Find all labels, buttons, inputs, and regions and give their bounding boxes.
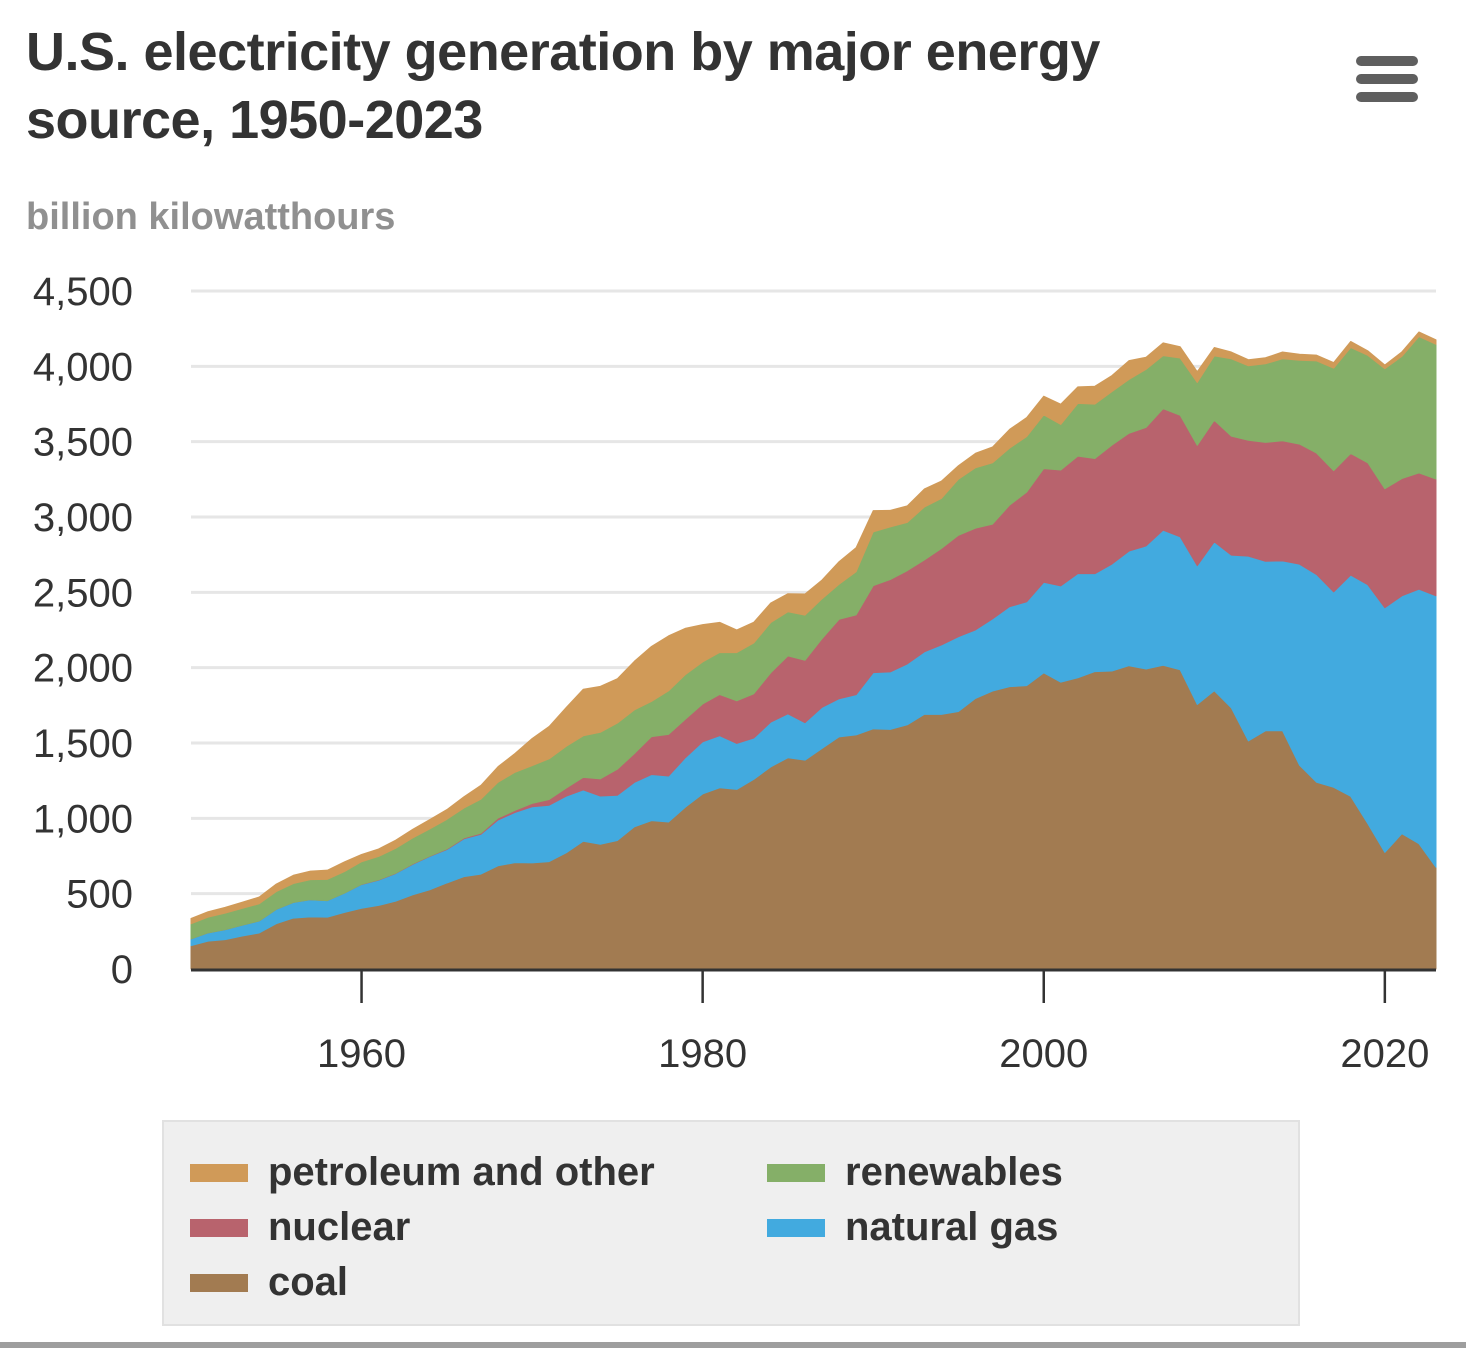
legend-item-coal[interactable]: coal [190,1260,348,1305]
x-tick-label: 2020 [1340,1032,1429,1076]
legend-swatch [190,1163,248,1182]
legend-swatch [767,1163,825,1182]
x-axis: 1960 1980 2000 2020 [191,968,1436,1076]
legend-item-renewables[interactable]: renewables [767,1150,1063,1195]
y-tick-label: 2,500 [33,571,133,615]
legend-swatch [190,1218,248,1237]
legend-label: nuclear [268,1205,411,1249]
y-axis: 0 500 1,000 1,500 2,000 2,500 3,000 3,500 4,000 4… [33,270,133,992]
area-petroleum-and-other [190,331,1437,925]
area-series [190,331,1437,970]
y-tick-label: 1,000 [33,797,133,841]
y-tick-label: 4,000 [33,345,133,389]
y-axis-unit-label: billion kilowatthours [26,196,396,238]
y-tick-label: 3,500 [33,421,133,465]
legend-item-petroleum-and-other[interactable]: petroleum and other [190,1150,655,1195]
chart-context-menu-button[interactable] [1352,52,1422,108]
chart-legend: petroleum and other renewables nuclear n… [162,1120,1300,1326]
legend-label: petroleum and other [268,1150,655,1194]
legend-item-natural-gas[interactable]: natural gas [767,1205,1058,1250]
y-tick-label: 500 [66,873,133,917]
legend-label: coal [268,1260,349,1304]
window-bottom-edge [0,1342,1466,1348]
legend-item-nuclear[interactable]: nuclear [190,1205,410,1250]
y-tick-label: 4,500 [33,270,133,314]
y-tick-label: 0 [111,948,133,992]
x-tick-label: 1960 [317,1032,406,1076]
hamburger-menu-icon-bar [1356,92,1418,102]
x-tick-label: 2000 [999,1032,1088,1076]
y-tick-label: 3,000 [33,496,133,540]
hamburger-menu-icon-bar [1356,74,1418,84]
x-tick-label: 1980 [658,1032,747,1076]
y-tick-label: 1,500 [33,722,133,766]
legend-label: renewables [845,1150,1063,1194]
legend-swatch [190,1273,248,1292]
legend-swatch [767,1218,825,1237]
legend-label: natural gas [845,1205,1059,1249]
y-tick-label: 2,000 [33,647,133,691]
hamburger-menu-icon [1356,56,1418,66]
chart-title: U.S. electricity generation by major ene… [26,22,1100,150]
stacked-area-chart: 0 500 1,000 1,500 2,000 2,500 3,000 3,500 4,000 4… [33,270,1437,1076]
